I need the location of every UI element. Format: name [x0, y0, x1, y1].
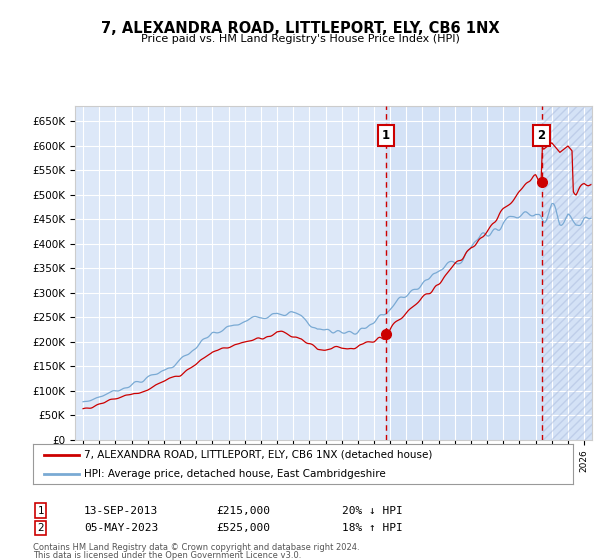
Bar: [542, 106, 600, 440]
Text: 1: 1: [37, 506, 44, 516]
Text: Contains HM Land Registry data © Crown copyright and database right 2024.: Contains HM Land Registry data © Crown c…: [33, 543, 359, 552]
Text: 1: 1: [382, 129, 390, 142]
Text: £215,000: £215,000: [216, 506, 270, 516]
Text: 20% ↓ HPI: 20% ↓ HPI: [342, 506, 403, 516]
Text: Price paid vs. HM Land Registry's House Price Index (HPI): Price paid vs. HM Land Registry's House …: [140, 34, 460, 44]
Bar: [386, 106, 600, 440]
Text: 13-SEP-2013: 13-SEP-2013: [84, 506, 158, 516]
Text: HPI: Average price, detached house, East Cambridgeshire: HPI: Average price, detached house, East…: [84, 469, 386, 478]
Text: 2: 2: [538, 129, 545, 142]
Text: 7, ALEXANDRA ROAD, LITTLEPORT, ELY, CB6 1NX: 7, ALEXANDRA ROAD, LITTLEPORT, ELY, CB6 …: [101, 21, 499, 36]
Text: This data is licensed under the Open Government Licence v3.0.: This data is licensed under the Open Gov…: [33, 551, 301, 560]
Text: 2: 2: [37, 523, 44, 533]
Text: 18% ↑ HPI: 18% ↑ HPI: [342, 523, 403, 533]
Text: 05-MAY-2023: 05-MAY-2023: [84, 523, 158, 533]
Text: 7, ALEXANDRA ROAD, LITTLEPORT, ELY, CB6 1NX (detached house): 7, ALEXANDRA ROAD, LITTLEPORT, ELY, CB6 …: [84, 450, 433, 460]
Text: £525,000: £525,000: [216, 523, 270, 533]
